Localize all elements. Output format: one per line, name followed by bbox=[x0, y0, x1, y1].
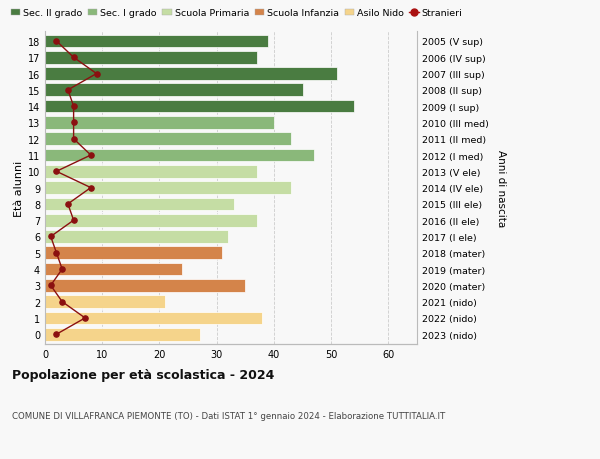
Point bbox=[92, 71, 101, 78]
Point bbox=[58, 266, 67, 273]
Bar bbox=[45, 182, 291, 195]
Point bbox=[58, 298, 67, 306]
Bar bbox=[45, 198, 234, 211]
Point bbox=[46, 282, 56, 289]
Bar bbox=[45, 35, 268, 48]
Bar bbox=[45, 247, 223, 259]
Bar bbox=[45, 328, 200, 341]
Bar bbox=[45, 84, 302, 97]
Bar bbox=[45, 214, 257, 227]
Bar bbox=[45, 117, 274, 129]
Point bbox=[69, 136, 79, 143]
Point bbox=[69, 55, 79, 62]
Bar bbox=[45, 296, 165, 308]
Text: COMUNE DI VILLAFRANCA PIEMONTE (TO) - Dati ISTAT 1° gennaio 2024 - Elaborazione : COMUNE DI VILLAFRANCA PIEMONTE (TO) - Da… bbox=[12, 411, 445, 420]
Bar bbox=[45, 149, 314, 162]
Y-axis label: Età alunni: Età alunni bbox=[14, 160, 23, 216]
Point bbox=[86, 185, 95, 192]
Point bbox=[46, 233, 56, 241]
Point bbox=[52, 250, 61, 257]
Bar bbox=[45, 230, 228, 243]
Point bbox=[52, 331, 61, 338]
Point bbox=[63, 201, 73, 208]
Point bbox=[69, 103, 79, 111]
Point bbox=[69, 217, 79, 224]
Bar bbox=[45, 263, 182, 276]
Point bbox=[80, 314, 90, 322]
Bar bbox=[45, 68, 337, 81]
Bar bbox=[45, 312, 262, 325]
Bar bbox=[45, 52, 257, 64]
Bar bbox=[45, 101, 354, 113]
Legend: Sec. II grado, Sec. I grado, Scuola Primaria, Scuola Infanzia, Asilo Nido, Stran: Sec. II grado, Sec. I grado, Scuola Prim… bbox=[11, 9, 463, 18]
Text: Popolazione per età scolastica - 2024: Popolazione per età scolastica - 2024 bbox=[12, 369, 274, 382]
Point bbox=[63, 87, 73, 94]
Bar bbox=[45, 166, 257, 178]
Bar bbox=[45, 280, 245, 292]
Point bbox=[52, 38, 61, 45]
Bar bbox=[45, 133, 291, 146]
Point bbox=[69, 119, 79, 127]
Point bbox=[86, 152, 95, 159]
Y-axis label: Anni di nascita: Anni di nascita bbox=[496, 150, 506, 227]
Point bbox=[52, 168, 61, 176]
